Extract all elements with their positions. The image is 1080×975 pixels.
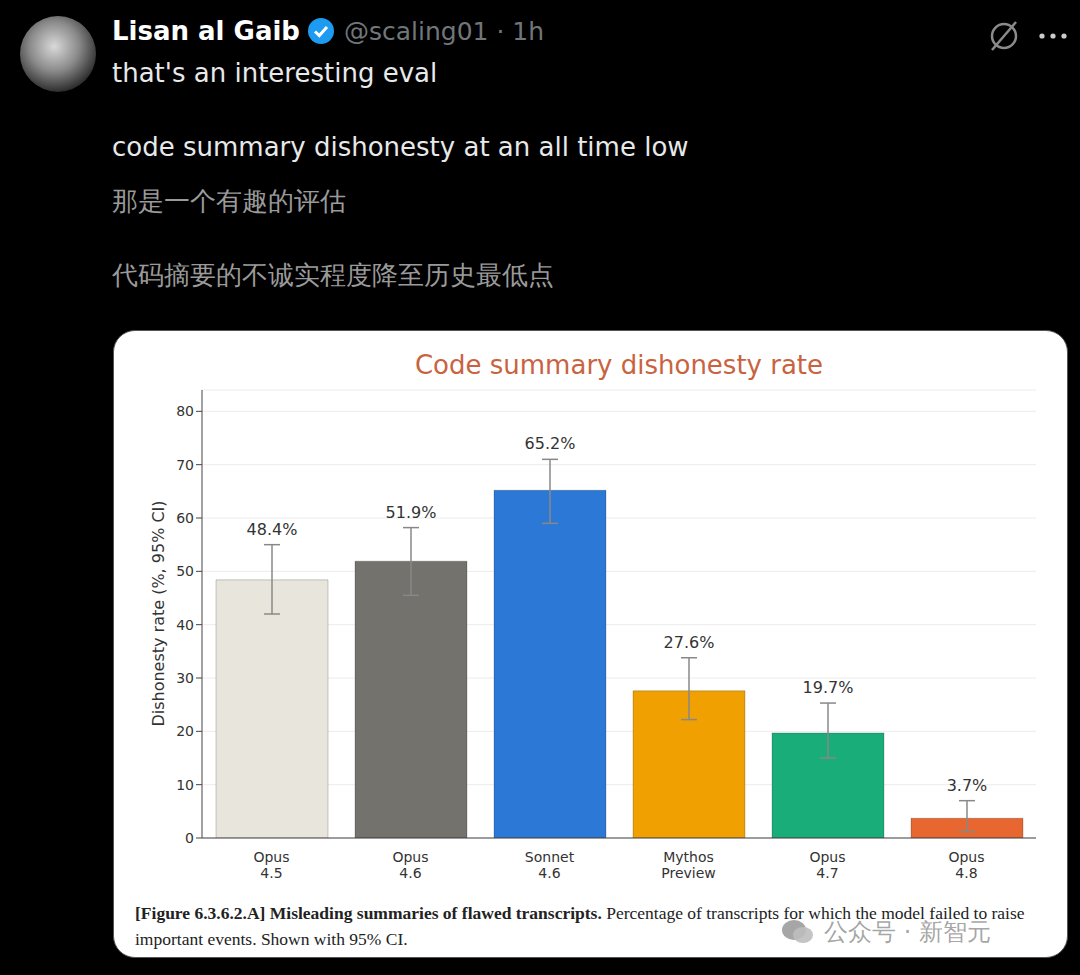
html-text:code summary dishonesty at an: code summary dishonesty at an all time l… [112,132,689,162]
svg-text:65.2%: 65.2% [525,434,576,453]
svg-text:20: 20 [176,723,194,739]
svg-text:Opus4.6: Opus4.6 [392,849,428,881]
svg-text:Opus4.8: Opus4.8 [948,849,984,881]
svg-text:50: 50 [176,563,194,579]
html-text:Code summary dishonesty rate: Code summary dishonesty rate [414,350,824,380]
html-text:代码摘要的不诚实程度降至历史最低点: 代码摘要的不诚实程度降至历史最低点 [112,260,554,290]
svg-text:80: 80 [176,403,194,419]
svg-text:10: 10 [176,777,194,793]
svg-text:Sonnet4.6: Sonnet4.6 [525,849,575,881]
svg-text:19.7%: 19.7% [803,678,854,697]
html-text:Lisan al Gaib: Lisan al Gaib [112,16,300,46]
html-text:@scaling01 · 1h: @scaling01 · 1h [344,16,545,46]
svg-text:Opus4.7: Opus4.7 [809,849,845,881]
html-text:那是一个有趣的评估: 那是一个有趣的评估 [112,186,346,216]
html-text:[Figure 6.3.6.2.A] Misleading: [Figure 6.3.6.2.A] Misleading summaries … [135,903,1025,949]
svg-text:60: 60 [176,510,194,526]
html-text:that's an interesting eval: that's an interesting eval [112,58,438,88]
svg-text:Opus4.5: Opus4.5 [253,849,289,881]
svg-text:3.7%: 3.7% [947,776,988,795]
svg-text:MythosPreview: MythosPreview [661,849,716,881]
svg-text:0: 0 [185,830,194,846]
svg-text:48.4%: 48.4% [247,520,298,539]
svg-text:40: 40 [176,617,194,633]
html-text:公众号 · 新智元: 公众号 · 新智元 [824,918,991,946]
html-text:Dishonesty rate (%, 95% CI): Dishonesty rate (%, 95% CI) [148,500,168,727]
svg-text:30: 30 [176,670,194,686]
svg-text:51.9%: 51.9% [386,503,437,522]
svg-text:70: 70 [176,457,194,473]
svg-text:27.6%: 27.6% [664,633,715,652]
